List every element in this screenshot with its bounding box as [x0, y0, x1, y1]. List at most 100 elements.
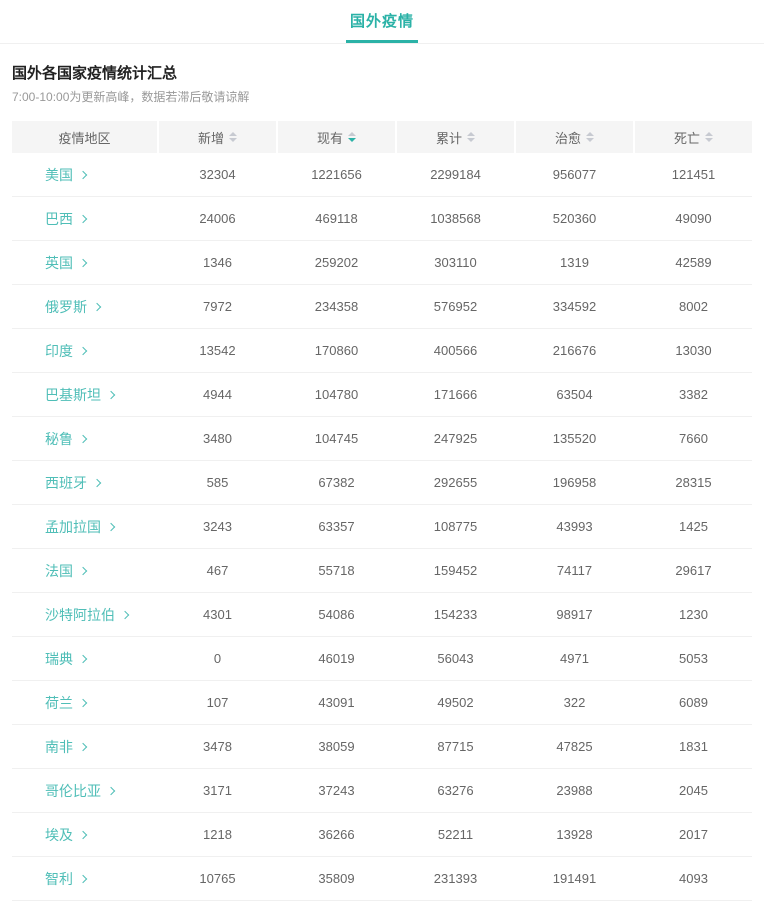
cell-new: 3171: [203, 783, 232, 798]
sort-desc-icon: [229, 138, 237, 142]
column-header-cured[interactable]: 治愈: [516, 121, 633, 153]
sort-icons: [586, 132, 594, 142]
sort-asc-icon: [229, 132, 237, 136]
column-header-new[interactable]: 新增: [159, 121, 276, 153]
update-notice: 7:00-10:00为更新高峰，数据若滞后敬请谅解: [12, 90, 250, 104]
cell-cured: 43993: [556, 519, 593, 534]
sort-icons: [705, 132, 713, 142]
cell-current: 104780: [314, 387, 359, 402]
cell-total: 247925: [433, 431, 478, 446]
column-header-total[interactable]: 累计: [397, 121, 514, 153]
region-link[interactable]: 巴西: [12, 209, 157, 229]
cell-deaths: 29617: [675, 563, 712, 578]
cell-deaths: 4093: [679, 871, 708, 886]
sort-icons: [467, 132, 475, 142]
cell-total: 400566: [433, 343, 478, 358]
cell-current: 170860: [314, 343, 359, 358]
chevron-right-icon: [78, 214, 88, 224]
region-name: 巴基斯坦: [45, 386, 101, 403]
region-name: 沙特阿拉伯: [45, 606, 115, 623]
region-link[interactable]: 埃及: [12, 825, 157, 845]
region-link[interactable]: 印度: [12, 341, 157, 361]
cell-total: 1038568: [430, 211, 481, 226]
epidemic-table: 疫情地区 新增 现有 累计 治愈 死亡 美国 32304 1221656 2299184 9560…: [12, 121, 752, 901]
column-header-current[interactable]: 现有: [278, 121, 395, 153]
region-link[interactable]: 南非: [12, 737, 157, 757]
cell-total: 171666: [433, 387, 478, 402]
cell-new: 4944: [203, 387, 232, 402]
region-link[interactable]: 英国: [12, 253, 157, 273]
table-row: 秘鲁 3480 104745 247925 135520 7660: [12, 417, 752, 461]
tab-bar: 国外疫情: [0, 0, 764, 44]
sort-desc-icon: [348, 138, 356, 142]
cell-deaths: 28315: [675, 475, 712, 490]
chevron-right-icon: [78, 742, 88, 752]
cell-new: 1346: [203, 255, 232, 270]
table-row: 瑞典 0 46019 56043 4971 5053: [12, 637, 752, 681]
cell-cured: 216676: [552, 343, 597, 358]
column-header-label: 现有: [316, 130, 343, 146]
cell-current: 38059: [318, 739, 355, 754]
chevron-right-icon: [78, 170, 88, 180]
region-link[interactable]: 哥伦比亚: [12, 781, 157, 801]
cell-total: 52211: [437, 827, 474, 842]
cell-current: 35809: [318, 871, 355, 886]
cell-new: 585: [206, 475, 229, 490]
cell-new: 467: [206, 563, 229, 578]
table-row: 法国 467 55718 159452 74117 29617: [12, 549, 752, 593]
region-name: 西班牙: [45, 474, 87, 491]
region-link[interactable]: 智利: [12, 869, 157, 889]
cell-deaths: 5053: [679, 651, 708, 666]
region-name: 瑞典: [45, 650, 73, 667]
region-link[interactable]: 沙特阿拉伯: [12, 605, 157, 625]
region-link[interactable]: 荷兰: [12, 693, 157, 713]
cell-cured: 191491: [552, 871, 597, 886]
table-row: 沙特阿拉伯 4301 54086 154233 98917 1230: [12, 593, 752, 637]
region-link[interactable]: 秘鲁: [12, 429, 157, 449]
column-header-deaths[interactable]: 死亡: [635, 121, 752, 153]
table-header-row: 疫情地区 新增 现有 累计 治愈 死亡: [12, 121, 752, 153]
sort-asc-icon: [467, 132, 475, 136]
table-row: 埃及 1218 36266 52211 13928 2017: [12, 813, 752, 857]
table-row: 智利 10765 35809 231393 191491 4093: [12, 857, 752, 901]
cell-new: 3478: [203, 739, 232, 754]
table-row: 巴西 24006 469118 1038568 520360 49090: [12, 197, 752, 241]
cell-deaths: 7660: [679, 431, 708, 446]
cell-total: 154233: [433, 607, 478, 622]
cell-new: 0: [213, 651, 222, 666]
cell-cured: 63504: [556, 387, 593, 402]
cell-new: 7972: [203, 299, 232, 314]
region-link[interactable]: 巴基斯坦: [12, 385, 157, 405]
chevron-right-icon: [78, 346, 88, 356]
region-name: 哥伦比亚: [45, 782, 101, 799]
table-row: 俄罗斯 7972 234358 576952 334592 8002: [12, 285, 752, 329]
sort-asc-icon: [586, 132, 594, 136]
cell-deaths: 1831: [679, 739, 708, 754]
table-row: 美国 32304 1221656 2299184 956077 121451: [12, 153, 752, 197]
cell-deaths: 49090: [675, 211, 712, 226]
chevron-right-icon: [120, 610, 130, 620]
cell-total: 49502: [437, 695, 474, 710]
cell-new: 13542: [199, 343, 236, 358]
table-row: 英国 1346 259202 303110 1319 42589: [12, 241, 752, 285]
region-link[interactable]: 美国: [12, 165, 157, 185]
cell-cured: 13928: [556, 827, 593, 842]
cell-total: 56043: [437, 651, 474, 666]
region-name: 荷兰: [45, 694, 73, 711]
region-link[interactable]: 瑞典: [12, 649, 157, 669]
region-link[interactable]: 俄罗斯: [12, 297, 157, 317]
column-header-label: 死亡: [673, 130, 700, 146]
cell-current: 234358: [314, 299, 359, 314]
cell-new: 32304: [199, 167, 236, 182]
cell-total: 576952: [433, 299, 478, 314]
table-row: 南非 3478 38059 87715 47825 1831: [12, 725, 752, 769]
cell-new: 3480: [203, 431, 232, 446]
sort-asc-icon: [705, 132, 713, 136]
sort-icons: [348, 132, 356, 142]
region-link[interactable]: 法国: [12, 561, 157, 581]
tab-foreign-epidemic[interactable]: 国外疫情: [345, 0, 418, 43]
region-link[interactable]: 孟加拉国: [12, 517, 157, 537]
chevron-right-icon: [78, 654, 88, 664]
region-link[interactable]: 西班牙: [12, 473, 157, 493]
region-name: 印度: [45, 342, 73, 359]
